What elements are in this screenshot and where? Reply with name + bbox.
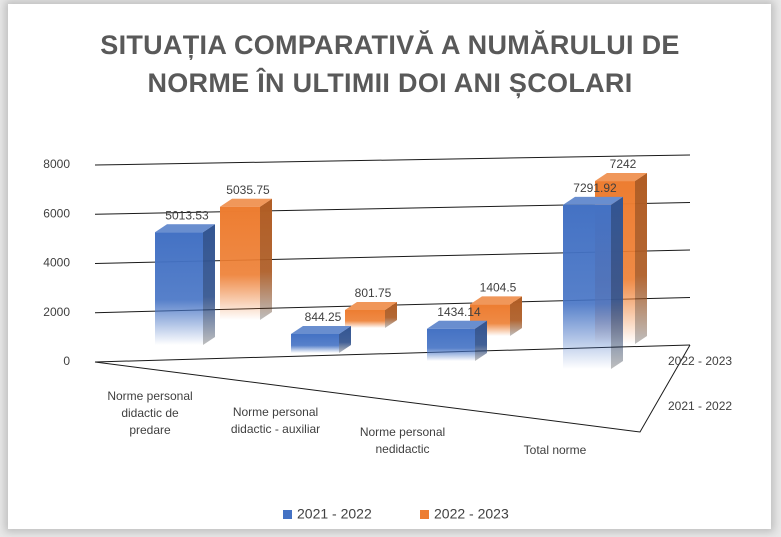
bar-top	[220, 198, 272, 207]
legend-label: 2021 - 2022	[297, 506, 372, 522]
legend-swatch	[283, 510, 292, 519]
bar-top	[470, 296, 522, 305]
bar-side	[385, 301, 397, 328]
bar-side-shade	[510, 296, 522, 336]
bar-side	[475, 320, 487, 361]
bar-top-light	[155, 224, 215, 233]
data-label: 1404.5	[480, 281, 517, 295]
bar-side	[203, 224, 215, 345]
data-label: 844.25	[305, 310, 342, 324]
bar	[427, 320, 487, 361]
x-tick-label: Total norme	[523, 443, 587, 457]
bar-side	[339, 326, 351, 353]
data-label: 801.75	[355, 286, 392, 300]
bar-side-shade	[635, 173, 647, 344]
bar-side-shade	[475, 320, 487, 361]
legend-label: 2022 - 2023	[434, 506, 509, 522]
y-tick-label: 6000	[43, 206, 70, 220]
data-label: 5035.75	[226, 183, 270, 197]
bar-side-shade	[339, 326, 351, 353]
bar-front	[345, 309, 385, 328]
y-tick-label: 0	[63, 354, 70, 368]
bar-top-light	[470, 296, 522, 305]
y-tick-label: 2000	[43, 305, 70, 319]
depth-axis-label: 2022 - 2023	[668, 354, 732, 368]
bar-side	[260, 198, 272, 320]
data-label: 5013.53	[165, 208, 209, 222]
bar-top-light	[345, 301, 397, 310]
bar-side-shade	[385, 301, 397, 328]
data-label: 7291.92	[573, 181, 617, 195]
bar-top	[345, 301, 397, 310]
bar-top-light	[220, 198, 272, 207]
depth-axis-label: 2021 - 2022	[668, 399, 732, 413]
floor-edge	[94, 344, 691, 433]
bar-top	[563, 196, 623, 205]
bar-front	[291, 334, 339, 353]
y-tick-label: 8000	[43, 157, 70, 171]
grid-line	[94, 154, 691, 166]
legend-swatch	[420, 510, 429, 519]
bar	[220, 198, 272, 320]
bar-front	[563, 204, 611, 369]
bar-top	[291, 326, 351, 335]
bar	[470, 296, 522, 336]
x-tick-label: Norme personal nedidactic	[359, 425, 446, 456]
bar-side-shade	[260, 198, 272, 320]
bar-front	[155, 232, 203, 345]
y-tick-label: 4000	[43, 256, 70, 270]
bar-top-light	[427, 320, 487, 329]
bar-top-light	[563, 196, 623, 205]
bar	[155, 224, 215, 345]
bar-side	[611, 196, 623, 369]
bar	[291, 326, 351, 353]
x-tick-label: Norme personal didactic - auxiliar	[230, 405, 321, 436]
bar	[345, 301, 397, 328]
bar-side	[635, 173, 647, 344]
bar-side-shade	[611, 196, 623, 369]
chart-title: SITUAȚIA COMPARATIVĂ A NUMĂRULUI DE NORM…	[100, 30, 680, 98]
x-tick-label: Norme personal didactic de predare	[107, 389, 193, 437]
data-label: 1434.14	[437, 305, 481, 319]
bar-side	[510, 296, 522, 336]
bar-top	[427, 320, 487, 329]
bar-front	[220, 206, 260, 320]
bar	[563, 196, 623, 369]
bar-top-light	[291, 326, 351, 335]
bar-top	[155, 224, 215, 233]
bar-front	[427, 328, 475, 361]
bar-top-light	[595, 173, 647, 182]
bar-top	[595, 173, 647, 182]
data-label: 7242	[610, 157, 637, 171]
bar-side-shade	[203, 224, 215, 345]
